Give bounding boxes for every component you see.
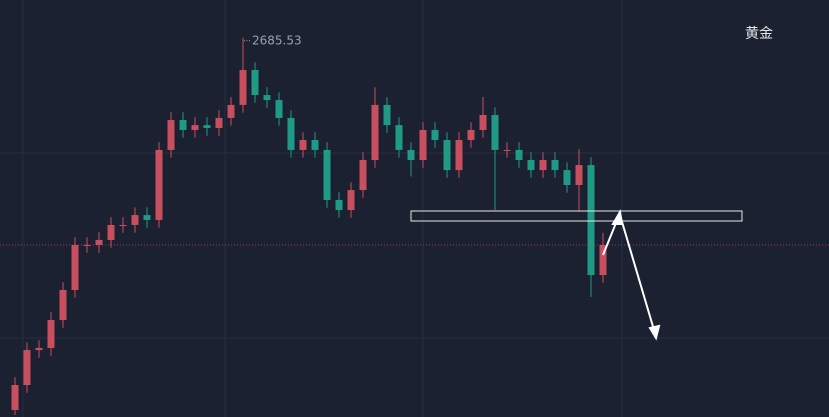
candle-body [95, 239, 103, 245]
candle-body [263, 95, 271, 101]
candle-body [479, 115, 487, 130]
candle-body [563, 170, 571, 186]
arrow-down [619, 214, 655, 331]
candle-body [503, 149, 511, 151]
candle-body [251, 70, 259, 96]
candle-body [443, 140, 451, 171]
candle-body [515, 149, 523, 161]
candle-body [131, 215, 139, 225]
chart-title: 黄金 [745, 25, 773, 42]
candle-body [371, 104, 379, 161]
high-label: 2685.53 [252, 33, 302, 47]
candles: 2685.53 [0, 33, 829, 416]
candle-body [407, 149, 415, 161]
candle-body [227, 104, 235, 118]
candle-body [335, 199, 343, 211]
candle-body [575, 165, 583, 186]
candle-body [59, 289, 67, 321]
candle-body [23, 350, 31, 385]
candle-body [599, 244, 607, 276]
candle-body [431, 129, 439, 141]
candle-body [215, 117, 223, 129]
candle-body [419, 129, 427, 161]
candle-body [155, 149, 163, 220]
candle-body [347, 190, 355, 211]
candle-body [299, 140, 307, 150]
candle-body [71, 244, 79, 290]
candle-body [143, 215, 151, 220]
candle-body [491, 115, 499, 150]
candle-body [539, 160, 547, 171]
candle-body [359, 160, 367, 191]
candle-body [395, 125, 403, 150]
arrows [602, 209, 661, 341]
candle-body [239, 70, 247, 105]
candle-body [455, 140, 463, 171]
candle-body [11, 384, 19, 411]
arrow-head [648, 324, 661, 341]
candle-body [275, 100, 283, 118]
candle-body [119, 224, 127, 226]
candle-body [383, 104, 391, 126]
candle-body [179, 120, 187, 130]
candle-body [47, 320, 55, 348]
candle-body [167, 120, 175, 150]
zone-box [410, 210, 743, 222]
candle-body [527, 160, 535, 171]
candle-body [311, 140, 319, 150]
candle-body [35, 347, 43, 351]
candle-body [107, 224, 115, 240]
candle-body [287, 117, 295, 150]
candle-body [323, 149, 331, 200]
candle-body [191, 125, 199, 130]
candle-body [467, 129, 475, 141]
candle-body [551, 160, 559, 171]
candle-body [203, 125, 211, 129]
candle-body [587, 165, 595, 276]
